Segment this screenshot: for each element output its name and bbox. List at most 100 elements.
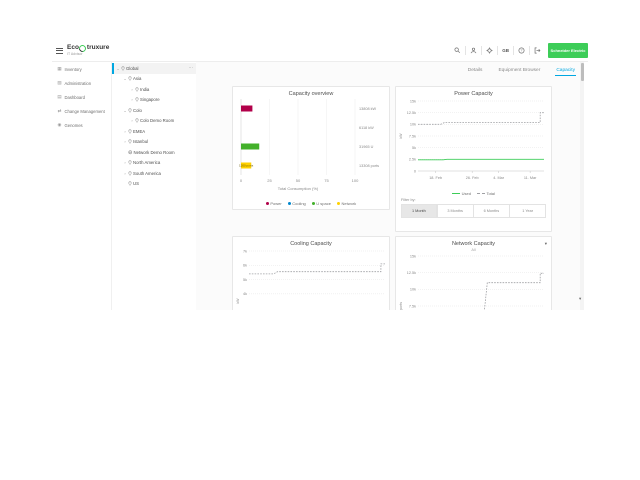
chart-subtitle: All	[471, 248, 476, 252]
separator	[465, 46, 467, 55]
settings-gear-icon[interactable]	[485, 46, 494, 55]
sidebar-item-dashboard[interactable]: ▤ Dashboard	[52, 90, 111, 104]
sidebar-item-label: Inventory	[64, 66, 82, 72]
tab-capacity[interactable]: Capacity	[555, 65, 576, 76]
expander-collapsed-icon[interactable]: ›	[124, 170, 126, 176]
svg-text:13808 kW: 13808 kW	[359, 107, 377, 111]
tree-node-istanbul[interactable]: › Istanbul	[112, 137, 196, 148]
administration-icon: ▧	[57, 80, 62, 85]
svg-text:4. Mar: 4. Mar	[493, 176, 504, 180]
expander-collapsed-icon[interactable]: ›	[131, 86, 133, 92]
scrollbar-down-arrow-icon[interactable]: ▾	[579, 296, 582, 301]
legend-dot	[265, 202, 269, 205]
sidebar-item-genomes[interactable]: ◉ Genomes	[52, 118, 111, 132]
legend-line-sample	[452, 193, 461, 194]
menu-icon[interactable]	[56, 47, 63, 54]
svg-text:12.5k: 12.5k	[407, 111, 416, 115]
expander-collapsed-icon[interactable]: ›	[124, 139, 126, 145]
expander-expanded-icon[interactable]: ⌄	[123, 107, 127, 113]
top-actions: GB ? Schneider Electric	[453, 43, 588, 58]
location-pin-icon	[127, 76, 132, 82]
svg-text:15k: 15k	[410, 99, 416, 103]
legend-label: Used	[461, 191, 471, 196]
change-management-icon: ⇄	[57, 108, 62, 113]
tree-node-india[interactable]: › India	[112, 84, 196, 95]
capacity-overview-chart: 0 25 50 75 100 13808 kW 6118 kW 31965 U 1200 por…	[239, 99, 379, 191]
sidebar-item-inventory[interactable]: ▦ Inventory	[52, 62, 111, 76]
tree-node-network-demo-room[interactable]: Network Demo Room	[112, 147, 196, 158]
location-pin-icon	[127, 181, 132, 187]
expander-collapsed-icon[interactable]: ›	[131, 97, 133, 103]
svg-text:kW: kW	[399, 133, 403, 139]
help-icon[interactable]: ?	[517, 46, 526, 55]
expander-collapsed-icon[interactable]: ›	[131, 118, 133, 124]
ecostruxure-logo: Eco truxure IT Advisor	[67, 43, 109, 57]
user-icon[interactable]	[469, 46, 478, 55]
tab-equipment-browser[interactable]: Equipment Browser	[498, 68, 541, 73]
legend-item-power: Power	[265, 201, 282, 206]
tree-node-label: North America	[133, 160, 161, 166]
vertical-scrollbar[interactable]: ▾	[579, 62, 584, 310]
brand-eco: Eco	[67, 44, 79, 51]
network-capacity-card: Network Capacity All ▾ 7.5k 10k 12.5k 15k po…	[395, 236, 552, 310]
chart-title: Cooling Capacity	[290, 241, 332, 247]
svg-text:100: 100	[352, 178, 359, 183]
tree-node-singapore[interactable]: › Singapore	[112, 95, 196, 106]
filter-button-6-months[interactable]: 6 Months	[473, 204, 510, 218]
filter-button-1-year[interactable]: 1 Year	[509, 204, 546, 218]
legend-item-network: Network	[336, 201, 356, 206]
tree-node-global[interactable]: ⌄ Global ⋯	[112, 63, 196, 74]
filter-button-3-months[interactable]: 3 Months	[436, 204, 474, 218]
tree-node-emea[interactable]: › EMEA	[112, 126, 196, 137]
sidebar-item-label: Dashboard	[64, 94, 86, 100]
main-content: Details Equipment Browser Capacity Capacit…	[196, 62, 584, 310]
svg-text:11. Mar: 11. Mar	[524, 176, 537, 180]
schneider-electric-logo[interactable]: Schneider Electric	[548, 43, 588, 58]
tree-node-north-america[interactable]: › North America	[112, 158, 196, 169]
tree-node-label: Colo Demo Room	[140, 118, 175, 124]
location-pin-icon	[120, 66, 125, 71]
logout-icon[interactable]	[533, 46, 542, 55]
svg-text:5k: 5k	[243, 278, 247, 282]
expander-collapsed-icon[interactable]: ›	[124, 160, 126, 166]
svg-text:31965 U: 31965 U	[359, 145, 374, 149]
tree-node-colo-demo-room[interactable]: › Colo Demo Room	[112, 116, 196, 127]
tab-bar: Details Equipment Browser Capacity	[196, 62, 584, 78]
chart-title: Capacity overview	[288, 91, 334, 97]
genomes-icon: ◉	[57, 122, 62, 127]
tree-node-label: South America	[133, 170, 161, 176]
svg-text:?: ?	[521, 49, 523, 53]
scrollbar-thumb[interactable]	[580, 63, 584, 81]
chevron-down-icon[interactable]: ▾	[544, 241, 547, 246]
tree-node-label: Global	[126, 65, 139, 71]
legend-item-u-space: U space	[311, 201, 331, 206]
svg-text:1200 ports: 1200 ports	[239, 164, 254, 168]
legend-item-used: Used	[452, 191, 471, 196]
legend-dot	[336, 202, 340, 205]
node-menu-icon[interactable]: ⋯	[188, 65, 194, 71]
tab-details[interactable]: Details	[467, 68, 483, 73]
expander-expanded-icon[interactable]: ⌄	[123, 76, 127, 82]
sidebar-item-administration[interactable]: ▧ Administration	[52, 76, 111, 90]
tree-node-asia[interactable]: ⌄ Asia	[112, 74, 196, 85]
expander-collapsed-icon[interactable]: ›	[124, 128, 126, 134]
tree-node-south-america[interactable]: › South America	[112, 168, 196, 179]
sidebar-item-label: Genomes	[64, 122, 83, 128]
tree-node-label: EMEA	[133, 128, 146, 134]
legend-dot	[287, 202, 291, 205]
time-filter-buttons: 1 Month 3 Months 6 Months 1 Year	[400, 204, 546, 218]
search-icon[interactable]	[453, 46, 462, 55]
tree-node-colo[interactable]: ⌄ Colo	[112, 105, 196, 116]
tree-node-label: Network Demo Room	[133, 149, 175, 155]
filter-button-1-month[interactable]: 1 Month	[400, 204, 438, 218]
power-capacity-legend: Used Total	[396, 191, 551, 196]
tree-node-us[interactable]: US	[112, 179, 196, 190]
svg-text:25: 25	[267, 178, 272, 183]
tree-node-label: Istanbul	[133, 139, 149, 145]
content-area: Capacity overview 0 25 50 75 100 13808 kW 6118…	[196, 78, 584, 310]
locale-button[interactable]: GB	[502, 48, 509, 53]
svg-text:75: 75	[324, 178, 329, 183]
top-bar: Eco truxure IT Advisor GB ?	[52, 40, 588, 62]
sidebar-item-change-management[interactable]: ⇄ Change Management	[52, 104, 111, 118]
expander-expanded-icon[interactable]: ⌄	[116, 65, 120, 71]
